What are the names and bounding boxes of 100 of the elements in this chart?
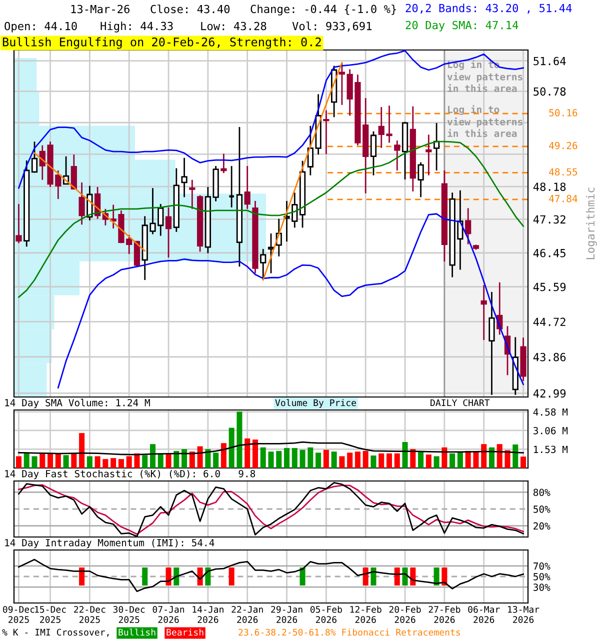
bar — [63, 455, 69, 468]
candlestick — [323, 110, 330, 155]
chart-title: 14 Day Intraday Momentum (IMI): 54.4 — [5, 538, 214, 548]
bar — [316, 452, 322, 468]
bar — [94, 456, 100, 468]
candlestick — [244, 165, 250, 210]
bar — [244, 438, 250, 468]
bar — [197, 446, 203, 468]
x-tick-label: 22-Dec 2025 — [74, 606, 106, 623]
y-tick-label: 4.58 M — [533, 408, 568, 416]
bar — [488, 447, 494, 468]
text: High: 44.33 — [100, 22, 173, 32]
y-tick-label: 44.72 — [533, 318, 566, 326]
bar — [473, 452, 479, 468]
bar — [331, 452, 337, 468]
bar — [24, 452, 30, 468]
bar — [166, 454, 172, 468]
candlestick — [394, 140, 400, 172]
bar — [481, 444, 487, 468]
y-tick-label: 50% — [534, 573, 550, 580]
bar — [158, 454, 164, 468]
bar — [71, 454, 77, 468]
bar — [150, 444, 156, 468]
text: Low: 43.28 — [201, 22, 266, 30]
text: Close: 43.40 — [150, 4, 230, 14]
bar — [86, 456, 92, 468]
bar — [268, 452, 274, 468]
text: 23.6-38.2-50-61.8% Fibonacci Retracements — [238, 628, 460, 636]
x-tick-label: 27-Feb 2026 — [428, 606, 460, 623]
bar — [205, 449, 211, 468]
line-series — [18, 441, 524, 456]
y-tick-label: 45.59 — [533, 282, 566, 292]
bar — [189, 452, 195, 468]
bar — [386, 453, 392, 468]
bar — [426, 454, 432, 468]
line-series — [18, 558, 524, 592]
y-tick-label: 70% — [534, 562, 550, 570]
bar — [126, 456, 132, 468]
candlestick — [338, 62, 346, 106]
text: DAILY CHART — [430, 399, 490, 406]
x-tick-label: 12-Feb 2026 — [350, 606, 382, 623]
candlestick — [426, 134, 432, 176]
line-series — [262, 62, 343, 281]
bar — [434, 456, 440, 468]
candlestick — [78, 182, 85, 226]
x-tick-label: 20-Feb 2026 — [389, 606, 421, 623]
line-series — [57, 213, 524, 388]
text: Bullish — [118, 628, 156, 636]
text: Bearish — [166, 628, 204, 636]
y-tick-label: 1.53 M — [534, 446, 568, 454]
x-tick-label: 07-Jan 2026 — [152, 606, 184, 623]
x-tick-label: 29-Jan 2026 — [271, 606, 302, 623]
candlestick — [370, 130, 377, 176]
x-tick-label: 05-Feb 2026 — [310, 606, 342, 623]
bar — [284, 448, 290, 468]
bar — [418, 452, 424, 468]
bar — [339, 456, 345, 468]
x-tick-label: 06-Mar 2026 — [468, 606, 500, 623]
x-tick-label: 22-Jan 2026 — [232, 606, 263, 623]
chart-title: Bullish Engulfing on 20-Feb-26, Strength: 0.2 — [2, 37, 321, 49]
bar — [347, 452, 353, 468]
bar — [276, 450, 282, 468]
x-tick-label: 15-Dec 2025 — [35, 606, 66, 623]
bar — [142, 455, 148, 468]
bar — [228, 428, 234, 468]
candlestick — [189, 179, 196, 210]
text: Change: -0.44 {-1.0 %} — [250, 4, 396, 16]
bar — [40, 454, 46, 468]
candlestick — [418, 162, 424, 198]
bar — [410, 449, 416, 468]
text: 20,2 Bands: 43.20 , 51.44 — [406, 4, 572, 14]
bar — [134, 453, 140, 468]
bar — [442, 447, 448, 468]
bar — [465, 450, 471, 468]
bar — [79, 433, 85, 468]
x-tick-label: 13-Mar 2026 — [508, 606, 540, 623]
bar — [457, 452, 463, 468]
bar — [220, 443, 226, 468]
bar — [16, 456, 22, 468]
bar — [292, 448, 298, 468]
chart-title: 14 Day SMA Volume: 1.24 M — [5, 398, 150, 408]
candlestick — [16, 203, 22, 244]
candlestick — [268, 232, 274, 274]
text: Volume By Price — [275, 399, 356, 408]
bar — [32, 456, 38, 468]
bar — [182, 449, 188, 468]
bar — [110, 458, 116, 468]
bar — [102, 459, 108, 468]
y-tick-label: 3.06 M — [534, 426, 568, 434]
y-tick-label: 51.64 — [534, 56, 566, 66]
candlestick — [70, 154, 77, 190]
y-tick-label: 48.18 — [533, 182, 566, 191]
text: Vol: 933,691 — [292, 22, 372, 32]
candlestick — [220, 153, 227, 174]
ref-line-label: 48.55 — [549, 168, 578, 176]
candlestick — [181, 157, 188, 198]
y-tick-label: 20% — [534, 522, 550, 530]
bar — [370, 455, 376, 468]
ref-line-label: 47.84 — [549, 194, 578, 202]
x-tick-label: 30-Dec 2025 — [113, 606, 145, 623]
